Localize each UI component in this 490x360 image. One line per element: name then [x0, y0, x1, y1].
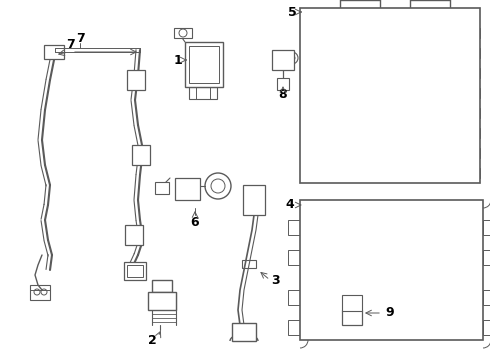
- Bar: [300, 68, 315, 78]
- Bar: [288, 220, 300, 235]
- Bar: [243, 185, 265, 215]
- Bar: [300, 168, 315, 178]
- Bar: [277, 78, 289, 90]
- Bar: [312, 245, 342, 275]
- Bar: [152, 280, 172, 292]
- Bar: [466, 128, 480, 138]
- Bar: [175, 178, 200, 200]
- Bar: [174, 28, 192, 38]
- Bar: [272, 50, 294, 70]
- Bar: [355, 285, 393, 307]
- Text: 6: 6: [191, 216, 199, 229]
- Bar: [342, 295, 362, 311]
- Bar: [364, 94, 392, 112]
- Bar: [403, 245, 433, 275]
- Bar: [466, 88, 480, 98]
- Text: 9: 9: [386, 306, 394, 320]
- Bar: [242, 260, 256, 268]
- Bar: [448, 248, 470, 272]
- Bar: [403, 285, 433, 307]
- Bar: [300, 8, 480, 183]
- Bar: [336, 49, 364, 67]
- Bar: [288, 290, 300, 305]
- Bar: [342, 310, 362, 325]
- Bar: [148, 292, 176, 310]
- Bar: [466, 168, 480, 178]
- Bar: [300, 108, 315, 118]
- Bar: [406, 288, 430, 304]
- Text: 1: 1: [173, 54, 182, 67]
- Bar: [483, 290, 490, 305]
- Bar: [300, 48, 315, 58]
- Bar: [132, 145, 150, 165]
- Bar: [358, 248, 390, 272]
- Bar: [315, 248, 339, 272]
- Bar: [330, 158, 450, 178]
- Bar: [466, 68, 480, 78]
- Bar: [300, 88, 315, 98]
- Bar: [406, 248, 430, 272]
- Bar: [355, 245, 393, 275]
- Text: 7: 7: [66, 39, 74, 51]
- Bar: [483, 220, 490, 235]
- Bar: [466, 148, 480, 158]
- Bar: [322, 30, 458, 162]
- Bar: [300, 148, 315, 158]
- Bar: [312, 285, 342, 307]
- Bar: [300, 28, 315, 38]
- Text: 3: 3: [270, 274, 279, 287]
- Bar: [391, 49, 419, 67]
- Bar: [124, 262, 146, 280]
- Bar: [466, 48, 480, 58]
- Bar: [315, 288, 339, 304]
- Bar: [315, 22, 465, 170]
- Text: 4: 4: [286, 198, 294, 211]
- Text: 8: 8: [279, 89, 287, 102]
- Bar: [44, 45, 64, 59]
- Bar: [466, 28, 480, 38]
- Bar: [232, 323, 256, 341]
- Bar: [127, 265, 143, 277]
- Bar: [288, 320, 300, 335]
- Bar: [300, 128, 315, 138]
- Bar: [30, 285, 50, 300]
- Bar: [189, 46, 219, 83]
- Bar: [178, 181, 190, 197]
- Bar: [125, 225, 143, 245]
- Text: 7: 7: [75, 31, 84, 45]
- Bar: [466, 108, 480, 118]
- Bar: [358, 288, 390, 304]
- Bar: [246, 188, 262, 212]
- Bar: [189, 87, 217, 99]
- Bar: [308, 208, 475, 332]
- Bar: [275, 53, 285, 65]
- Bar: [300, 200, 483, 340]
- Text: 2: 2: [147, 333, 156, 346]
- Bar: [483, 320, 490, 335]
- Bar: [127, 70, 145, 90]
- Bar: [155, 182, 169, 194]
- Text: 5: 5: [288, 5, 296, 18]
- Bar: [185, 42, 223, 87]
- Bar: [483, 250, 490, 265]
- Bar: [288, 250, 300, 265]
- Bar: [445, 245, 473, 275]
